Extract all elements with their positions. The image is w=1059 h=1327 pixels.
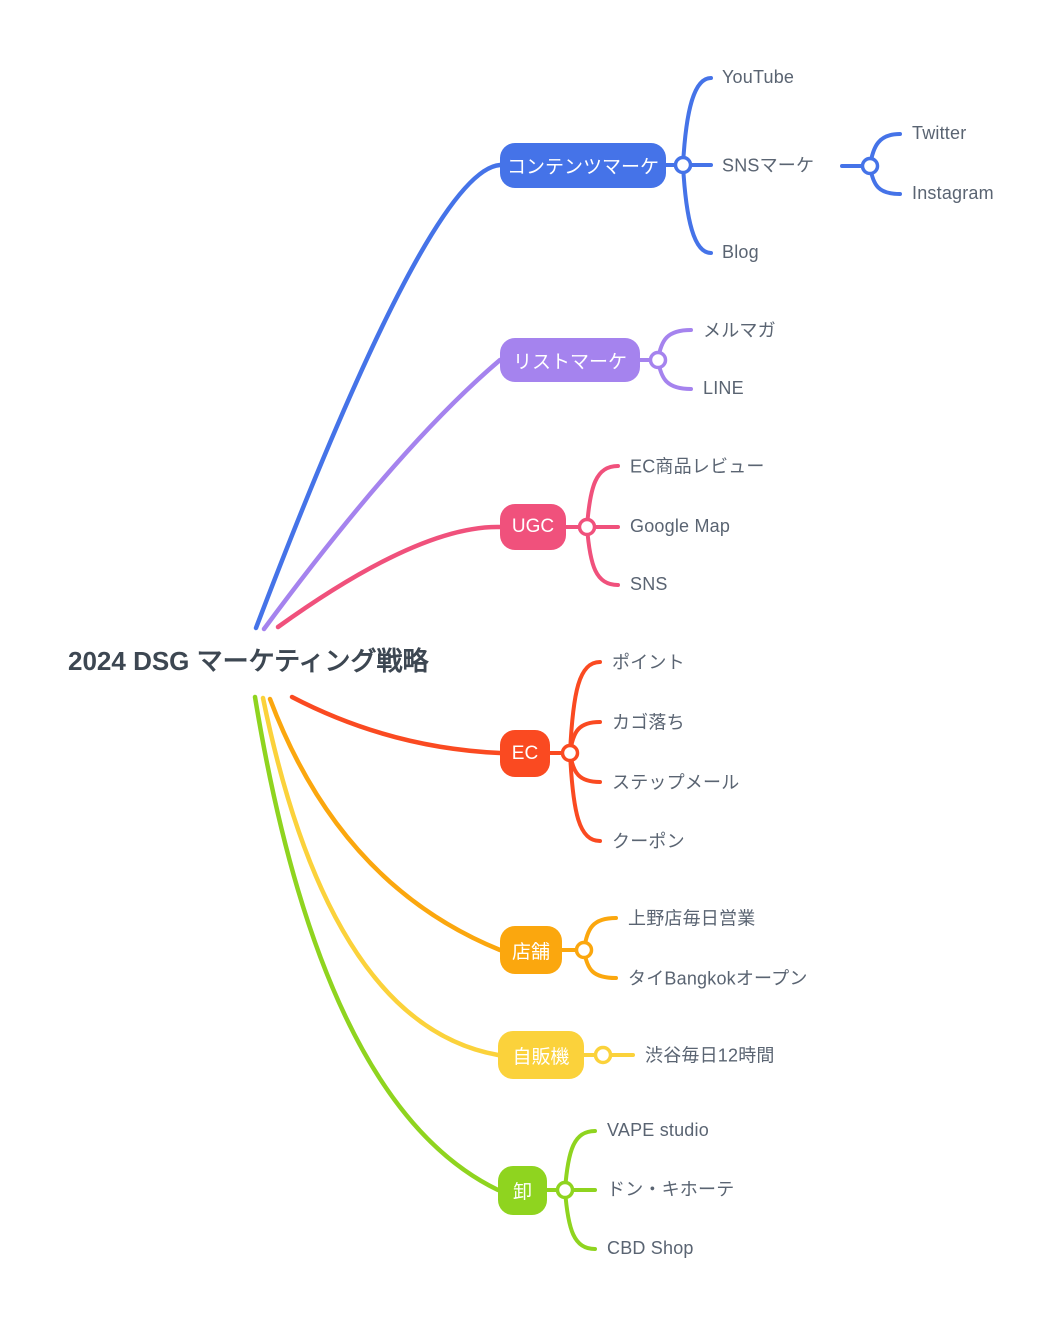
- node-wholesale[interactable]: 卸: [498, 1166, 547, 1215]
- toggle-ugc[interactable]: [577, 517, 597, 537]
- link-ec-coupon: [568, 751, 602, 843]
- link-ugc-sns: [585, 525, 620, 587]
- branch-curve-ec: [289, 694, 503, 756]
- node-sns[interactable]: SNS: [630, 574, 668, 595]
- toggle-list-marketing[interactable]: [648, 350, 668, 370]
- node-instagram[interactable]: Instagram: [912, 183, 994, 204]
- link-content-blog: [681, 163, 713, 255]
- node-line[interactable]: LINE: [703, 378, 744, 399]
- link-content-youtube: [681, 76, 713, 167]
- node-ugc[interactable]: UGC: [500, 504, 566, 550]
- node-list-marketing[interactable]: リストマーケ: [500, 338, 640, 382]
- node-point[interactable]: ポイント: [612, 652, 685, 673]
- node-don-quijote[interactable]: ドン・キホーテ: [607, 1179, 735, 1200]
- branch-curve-store: [267, 696, 503, 953]
- node-ueno-store[interactable]: 上野店毎日営業: [628, 908, 756, 929]
- branch-curve-ugc: [275, 524, 503, 630]
- node-mailmag[interactable]: メルマガ: [703, 320, 776, 341]
- toggle-store[interactable]: [574, 940, 594, 960]
- link-wholesale-cbd: [563, 1188, 597, 1251]
- node-google-map[interactable]: Google Map: [630, 516, 731, 537]
- node-cart-abandon[interactable]: カゴ落ち: [612, 712, 685, 733]
- node-sns-marketing[interactable]: SNSマーケ: [722, 155, 815, 176]
- branch-curve-list-marketing: [261, 357, 503, 632]
- node-twitter[interactable]: Twitter: [912, 123, 967, 144]
- toggle-content-marketing[interactable]: [673, 155, 693, 175]
- branch-curve-vending: [260, 695, 501, 1058]
- root-node[interactable]: 2024 DSG マーケティング戦略: [68, 646, 429, 676]
- node-cbd-shop[interactable]: CBD Shop: [607, 1238, 694, 1259]
- node-step-mail[interactable]: ステップメール: [612, 772, 740, 793]
- toggle-ec[interactable]: [560, 743, 580, 763]
- node-blog[interactable]: Blog: [722, 242, 759, 263]
- link-ugc-ec-review: [585, 464, 620, 529]
- toggle-vending[interactable]: [593, 1045, 613, 1065]
- branch-curve-wholesale: [252, 694, 501, 1193]
- toggle-wholesale[interactable]: [555, 1180, 575, 1200]
- node-content-marketing[interactable]: コンテンツマーケ: [500, 143, 666, 188]
- node-shibuya-12h[interactable]: 渋谷毎日12時間: [645, 1045, 775, 1066]
- node-ec-review[interactable]: EC商品レビュー: [630, 456, 765, 477]
- node-youtube[interactable]: YouTube: [722, 67, 795, 88]
- toggle-sns-marketing[interactable]: [860, 156, 880, 176]
- node-coupon[interactable]: クーポン: [612, 831, 685, 852]
- branch-curve-content-marketing: [253, 162, 503, 631]
- link-ec-point: [568, 660, 602, 755]
- node-vending-machine[interactable]: 自販機: [498, 1031, 584, 1079]
- node-ec[interactable]: EC: [500, 730, 550, 777]
- node-vape-studio[interactable]: VAPE studio: [607, 1120, 709, 1141]
- node-bangkok-open[interactable]: タイBangkokオープン: [628, 968, 808, 989]
- node-store[interactable]: 店舗: [500, 926, 562, 974]
- link-wholesale-vape: [563, 1129, 597, 1192]
